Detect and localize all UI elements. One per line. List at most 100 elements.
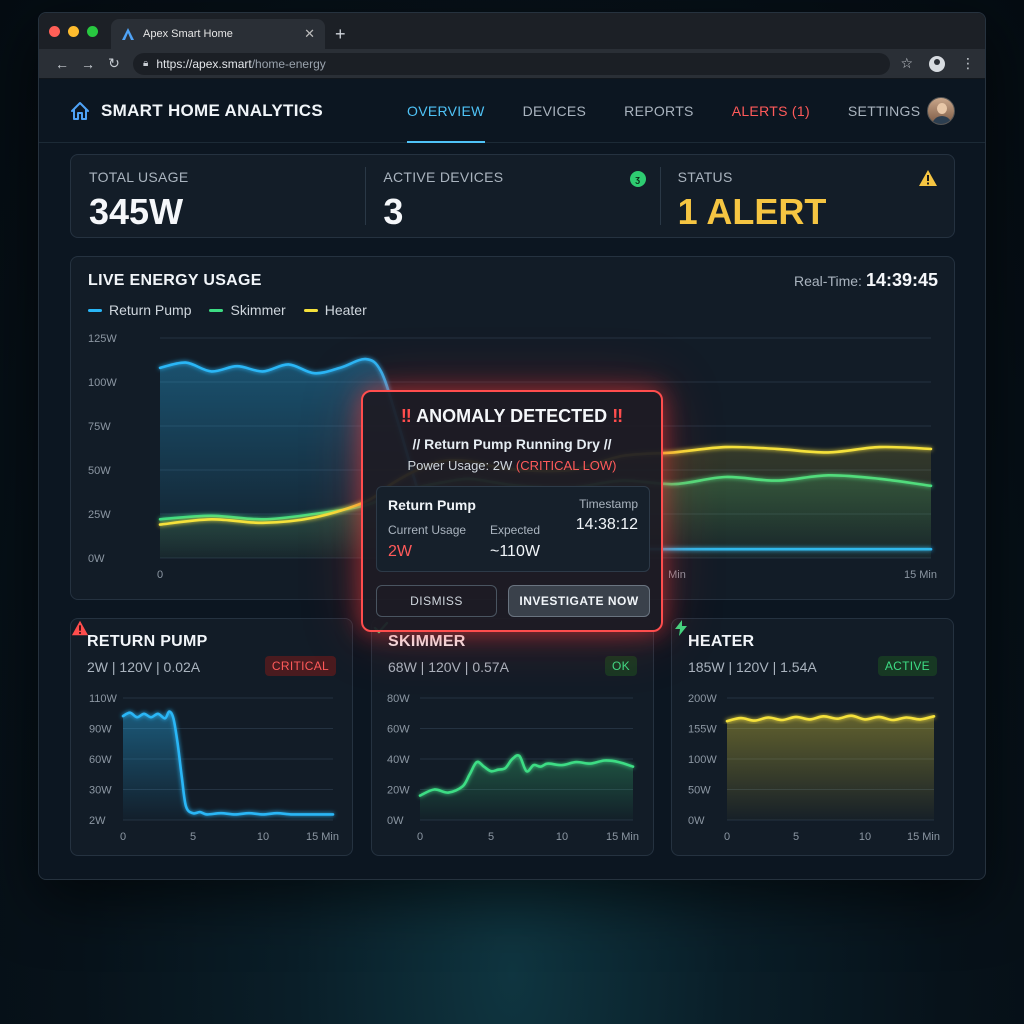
y-tick-label: 200W [688,693,717,705]
y-tick-label: 50W [688,785,711,797]
nav-devices[interactable]: DEVICES [522,103,587,119]
brand-title: SMART HOME ANALYTICS [101,100,323,120]
y-tick-label: 60W [89,754,112,766]
y-tick-label: 100W [688,754,717,766]
device-specs: 185W | 120V | 1.54A [688,659,817,675]
dismiss-button[interactable]: DISMISS [376,585,497,617]
forward-arrow-icon[interactable]: → [81,55,95,72]
legend-label: Heater [324,302,367,318]
close-window-button[interactable] [49,26,60,37]
back-arrow-icon[interactable]: ← [55,55,69,72]
anomaly-detail: Return Pump Timestamp 14:38:12 Current U… [376,486,650,572]
expected-value: ~110W [490,543,540,560]
stats-summary: TOTAL USAGE 345W ACTIVE DEVICES 3 ʒ STAT… [70,154,955,238]
total-usage-value: 345W [89,191,184,232]
y-tick-label: 110W [89,693,118,705]
x-tick-label: 5 [190,831,196,843]
device-specs: 2W | 120V | 0.02A [87,659,201,675]
y-tick-label: 50W [88,465,111,477]
legend-swatch [88,308,102,312]
main-nav: OVERVIEW DEVICES REPORTS ALERTS (1) SETT… [407,79,958,143]
current-usage-label: Current Usage [388,523,467,537]
series-line-return-pump [121,710,335,816]
home-icon[interactable] [69,100,91,122]
device-name: HEATER [688,633,755,650]
bookmark-star-icon[interactable]: ☆ [900,55,913,71]
device-card-heater[interactable]: HEATER 185W | 120V | 1.54A ACTIVE 0W 50W 1… [671,618,954,856]
browser-window: Apex Smart Home ✕ + ← → ↻ 🔒︎ https://ape… [38,12,986,880]
url-field[interactable]: 🔒︎ https://apex.smart/home-energy [133,52,891,75]
y-tick-label: 75W [88,421,111,433]
warning-icon [918,170,937,186]
close-tab-icon[interactable]: ✕ [304,26,315,41]
status-badge: ACTIVE [877,656,937,676]
current-usage-value: 2W [388,543,412,560]
legend-swatch [303,308,318,312]
live-energy-title: LIVE ENERGY USAGE [88,272,262,289]
lock-icon: 🔒︎ [143,58,149,69]
profile-icon[interactable] [929,55,945,72]
reload-icon[interactable]: ↻ [108,55,120,71]
device-name: SKIMMER [388,633,466,650]
new-tab-icon[interactable]: + [335,24,346,44]
nav-settings[interactable]: SETTINGS [847,103,921,119]
alert-icon: ‼ [612,406,624,426]
nav-reports[interactable]: REPORTS [624,103,694,119]
chart-legend: Return Pump Skimmer Heater [88,302,367,318]
status-badge: OK [605,656,637,676]
y-tick-label: 80W [387,693,410,705]
maximize-window-button[interactable] [87,26,98,37]
timestamp-value: 14:38:12 [575,516,638,533]
menu-kebab-icon[interactable]: ⋮ [961,55,975,71]
realtime-clock: Real-Time: 14:39:45 [794,270,938,291]
legend-label: Skimmer [230,302,286,318]
tab-title: Apex Smart Home [143,28,233,40]
alert-icon: ‼ [400,406,412,426]
y-tick-label: 0W [387,815,404,827]
active-devices-value: 3 [383,191,404,232]
lightning-icon [675,620,687,636]
browser-tab[interactable]: Apex Smart Home ✕ [111,19,325,49]
nav-alerts[interactable]: ALERTS (1) [731,103,810,119]
y-tick-label: 125W [88,333,117,345]
x-tick-label: Min [668,569,686,581]
return-pump-chart: 2W 30W 60W 90W 110W 0 5 10 15 Min [89,693,339,843]
series-area-heater [727,715,934,820]
device-card-skimmer[interactable]: SKIMMER 68W | 120V | 0.57A OK 0W 20W 40W 60… [371,618,654,856]
realtime-label: Real-Time: [794,273,862,289]
modal-subtitle: // Return Pump Running Dry // [412,436,612,452]
power-usage-label: Power Usage: 2W [407,458,513,473]
power-status: (CRITICAL LOW) [515,458,617,473]
active-devices-label: ACTIVE DEVICES [383,169,504,185]
legend-swatch [209,308,224,312]
x-tick-label: 10 [257,831,269,843]
y-tick-label: 20W [387,785,410,797]
x-tick-label: 10 [859,831,871,843]
minimize-window-button[interactable] [68,26,79,37]
y-tick-label: 0W [88,553,105,565]
x-tick-label: 0 [157,569,163,581]
stat-active-devices: ACTIVE DEVICES 3 ʒ [365,155,659,237]
investigate-now-button[interactable]: INVESTIGATE NOW [508,585,650,617]
device-card-return-pump[interactable]: RETURN PUMP 2W | 120V | 0.02A CRITICAL 2… [70,618,353,856]
realtime-value: 14:39:45 [865,270,938,290]
legend-item-return-pump[interactable]: Return Pump [88,302,191,318]
y-tick-label: 40W [387,754,410,766]
series-line-heater [725,714,936,723]
legend-item-skimmer[interactable]: Skimmer [209,302,286,318]
x-tick-label: 5 [793,831,799,843]
nav-overview[interactable]: OVERVIEW [407,79,485,143]
status-label: STATUS [677,169,733,185]
total-usage-label: TOTAL USAGE [89,169,189,185]
apex-logo-icon [122,28,134,40]
user-avatar[interactable] [927,97,955,125]
device-name: RETURN PUMP [87,633,208,650]
y-tick-label: 90W [89,724,112,736]
timestamp-label: Timestamp [579,497,638,511]
device-specs: 68W | 120V | 0.57A [388,659,509,675]
critical-warning-icon [71,620,89,636]
y-tick-label: 100W [88,377,117,389]
legend-item-heater[interactable]: Heater [303,302,367,318]
x-tick-label: 15 Min [907,831,940,843]
x-tick-label: 15 Min [306,831,339,843]
